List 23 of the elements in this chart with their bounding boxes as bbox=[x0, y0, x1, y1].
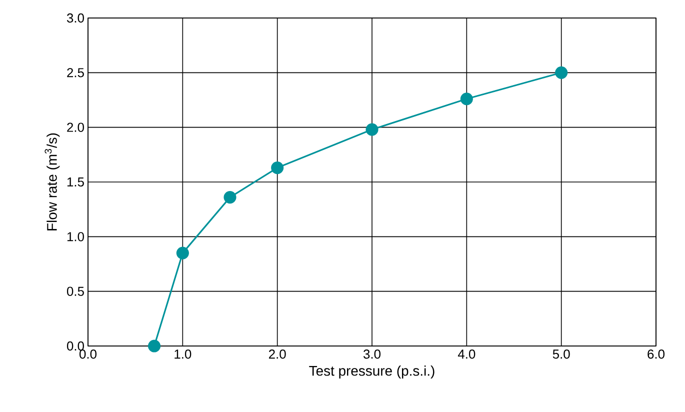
y-tick-label: 3.0 bbox=[66, 13, 84, 23]
x-tick-label: 6.0 bbox=[648, 350, 665, 359]
point bbox=[555, 66, 568, 79]
y-tick-label: 0.0 bbox=[66, 341, 84, 351]
y-tick-label: 0.5 bbox=[66, 286, 84, 296]
x-tick-label: 2.0 bbox=[268, 350, 286, 359]
point bbox=[460, 92, 473, 106]
point bbox=[176, 246, 189, 260]
y-axis-title: Flow rate (m$^{3}$/s) bbox=[44, 133, 60, 230]
x-tick-label: 1.0 bbox=[174, 350, 192, 359]
x-tick-label: 4.0 bbox=[458, 350, 476, 359]
point bbox=[148, 340, 161, 352]
x-tick-label: 0.0 bbox=[80, 350, 97, 359]
y-tick-label: 1.5 bbox=[67, 177, 84, 187]
point bbox=[366, 123, 378, 136]
point bbox=[224, 191, 236, 204]
y-tick-label: 1.0 bbox=[67, 232, 84, 242]
x-tick-label: 3.0 bbox=[364, 350, 381, 359]
x-axis-title: Test pressure (p.s.i.) bbox=[309, 366, 434, 379]
y-tick-label: 2.0 bbox=[67, 122, 84, 132]
x-tick-label: 5.0 bbox=[552, 350, 570, 359]
point bbox=[271, 162, 284, 174]
y-tick-label: 2.5 bbox=[67, 68, 84, 78]
